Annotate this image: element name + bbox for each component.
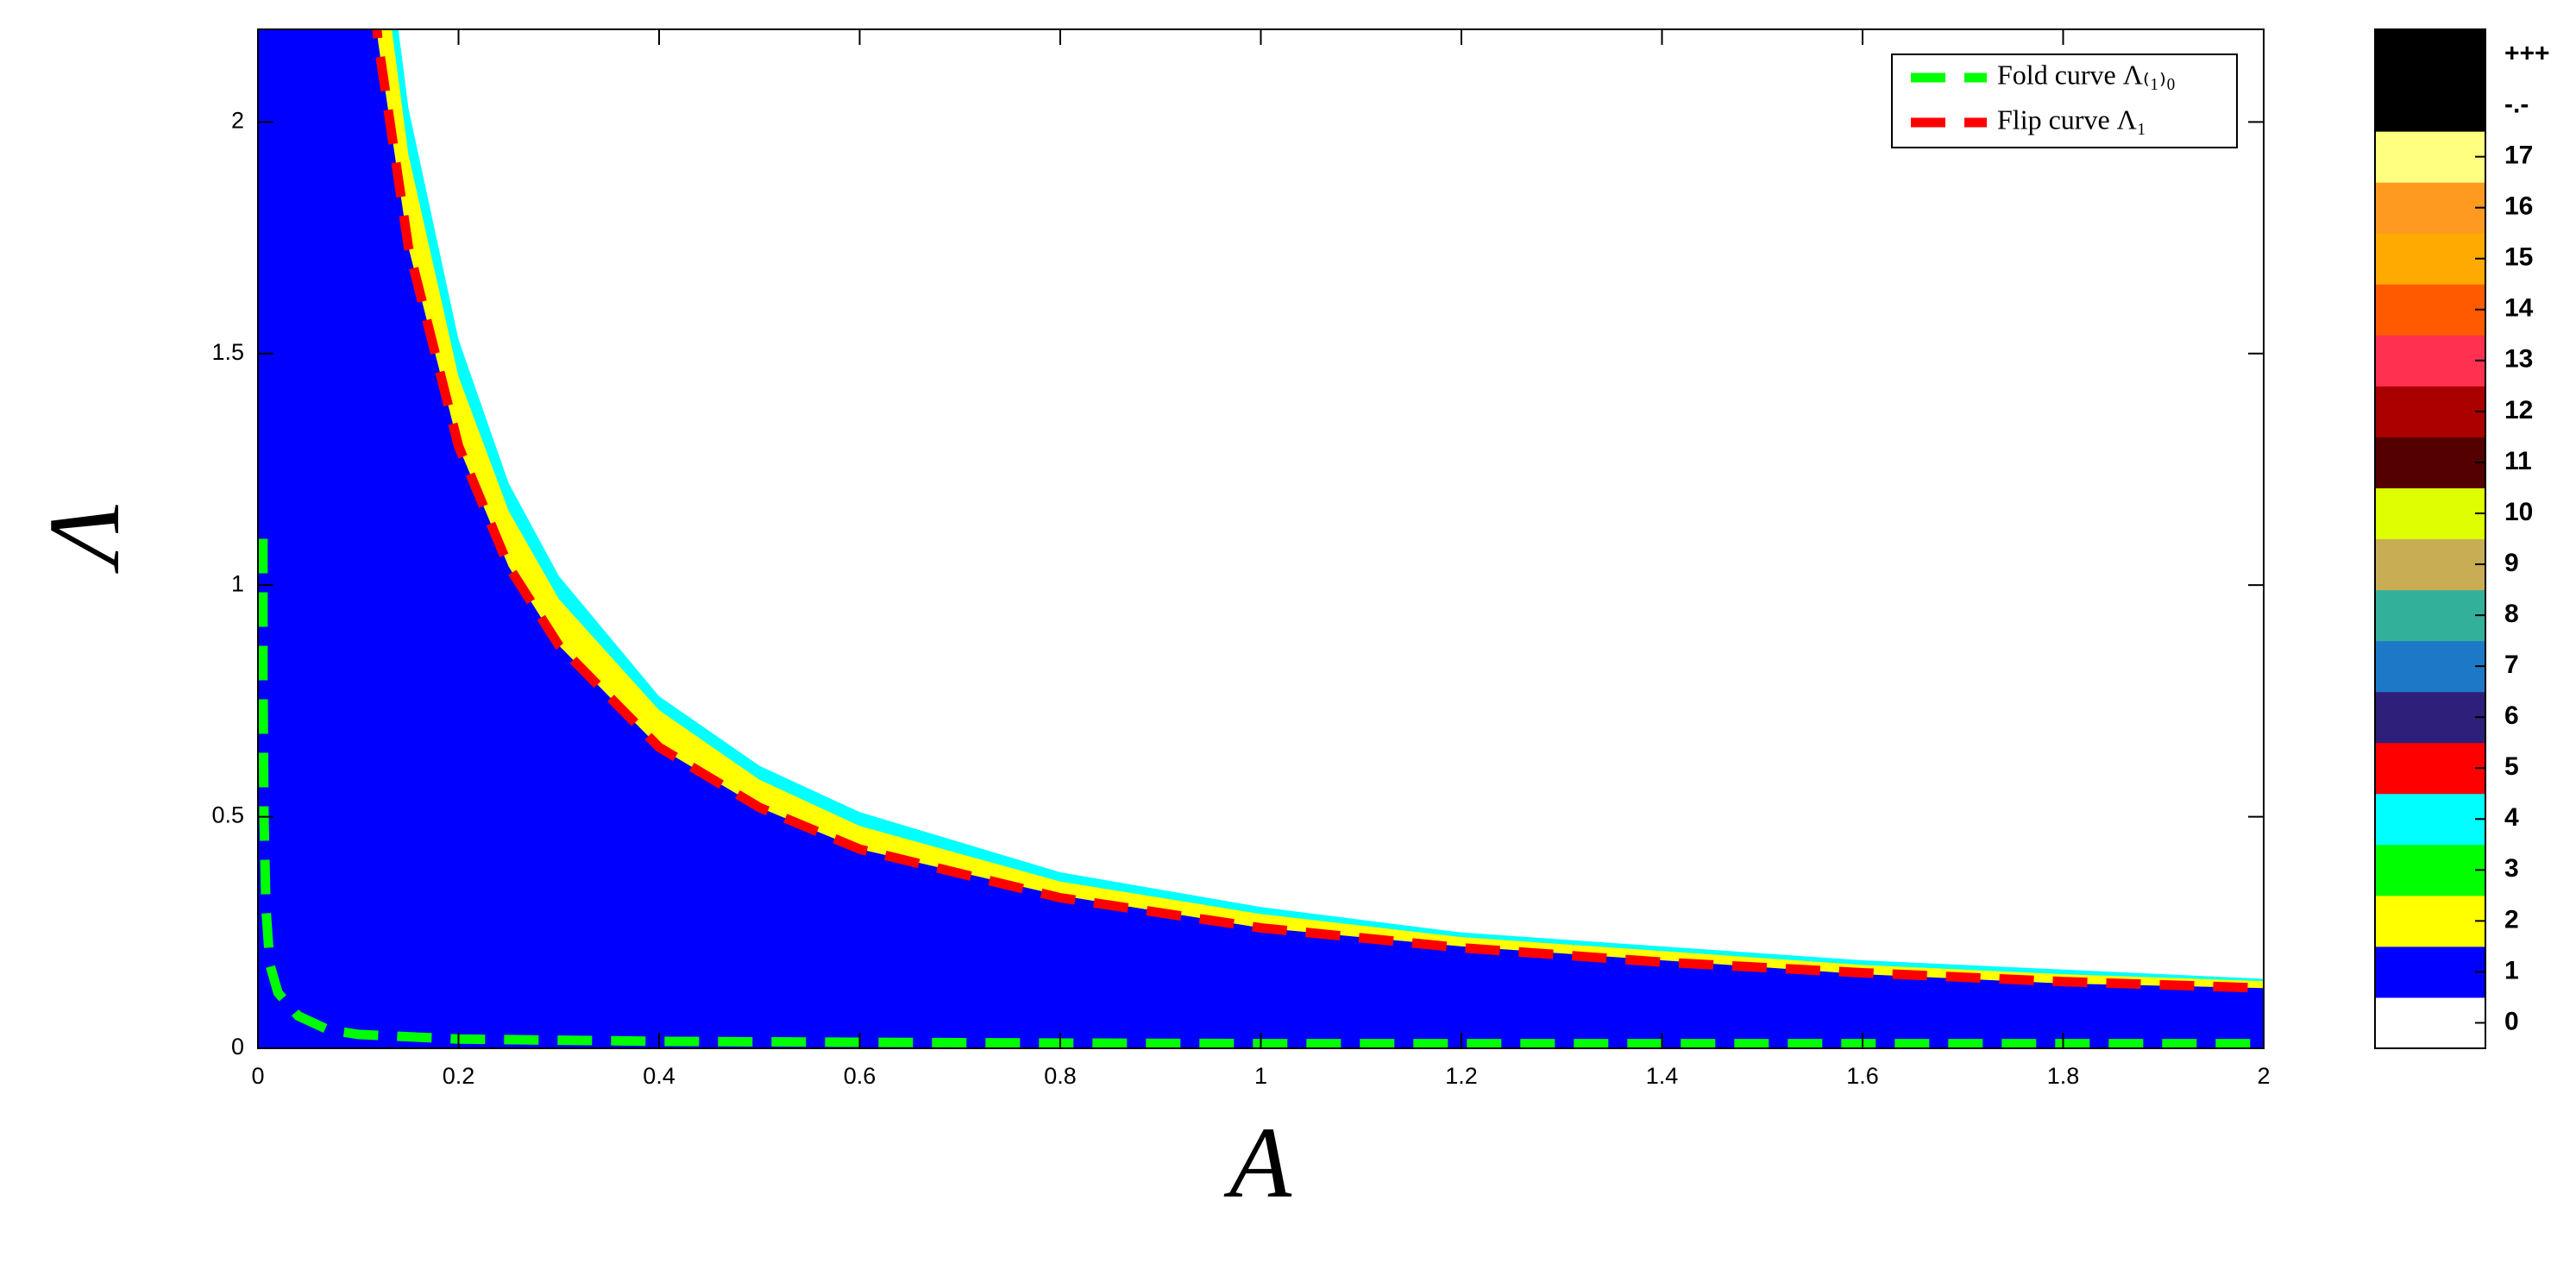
colorbar-label: 17 <box>2504 141 2533 170</box>
colorbar-cell <box>2375 997 2485 1049</box>
colorbar-cell <box>2375 487 2485 539</box>
colorbar-label: 10 <box>2504 498 2533 526</box>
colorbar-label: -.- <box>2504 90 2529 118</box>
colorbar-label: 12 <box>2504 396 2533 424</box>
colorbar-cell <box>2375 284 2485 336</box>
x-tick-label: 0.2 <box>443 1063 475 1089</box>
colorbar-cell <box>2375 80 2485 132</box>
y-tick-label: 0 <box>231 1034 244 1060</box>
region <box>258 29 2264 1048</box>
legend-label: Fold curve Λ₍₁₎₀ <box>1997 59 2176 90</box>
colorbar-cell <box>2375 437 2485 488</box>
colorbar-label: 3 <box>2504 854 2519 883</box>
colorbar-cell <box>2375 895 2485 947</box>
colorbar-cell <box>2375 640 2485 693</box>
colorbar-label: 1 <box>2504 956 2519 984</box>
colorbar-label: 13 <box>2504 345 2533 374</box>
x-tick-label: 2 <box>2257 1063 2270 1089</box>
legend-label: Flip curve Λ₁ <box>1997 104 2146 135</box>
colorbar-label: 7 <box>2504 651 2519 679</box>
colorbar-label: +++ <box>2504 39 2550 67</box>
colorbar-label: 5 <box>2504 752 2519 781</box>
colorbar-cell <box>2375 386 2485 437</box>
x-tick-label: 1.4 <box>1646 1063 1679 1089</box>
x-tick-label: 1.8 <box>2047 1063 2080 1089</box>
y-tick-label: 2 <box>231 107 244 133</box>
colorbar-cell <box>2375 182 2485 234</box>
x-tick-label: 1.6 <box>1846 1063 1879 1089</box>
colorbar-cell <box>2375 946 2485 998</box>
colorbar-label: 16 <box>2504 192 2533 221</box>
legend-box <box>1891 53 2238 148</box>
x-tick-label: 0.6 <box>844 1063 876 1089</box>
colorbar-label: 15 <box>2504 243 2533 272</box>
x-tick-label: 0.8 <box>1044 1063 1077 1089</box>
colorbar-cell <box>2375 742 2485 795</box>
colorbar-cell <box>2375 691 2485 744</box>
y-tick-label: 0.5 <box>211 802 244 828</box>
colorbar-label: 6 <box>2504 701 2519 730</box>
colorbar-label: 14 <box>2504 294 2534 323</box>
colorbar-cell <box>2375 233 2485 285</box>
colorbar-frame <box>2374 28 2486 1049</box>
curve <box>258 538 2264 1048</box>
x-tick-label: 0 <box>251 1063 264 1089</box>
colorbar-label: 4 <box>2504 803 2519 832</box>
plot-area <box>258 29 2264 1048</box>
colorbar-cell <box>2375 844 2485 896</box>
colorbar-label: 11 <box>2504 447 2532 475</box>
colorbar-cell <box>2375 589 2485 642</box>
y-tick-label: 1 <box>231 570 244 596</box>
y-tick-label: 1.5 <box>211 339 244 365</box>
colorbar-label: 8 <box>2504 600 2519 628</box>
x-tick-label: 1.2 <box>1445 1063 1478 1089</box>
y-axis-label: Λ <box>28 504 141 574</box>
region <box>258 29 2264 1048</box>
x-tick-label: 0.4 <box>643 1063 675 1089</box>
colorbar-label: 9 <box>2504 549 2519 577</box>
colorbar-label: 0 <box>2504 1007 2519 1035</box>
x-axis-label: A <box>1223 1106 1292 1219</box>
colorbar-cell <box>2375 538 2485 591</box>
curve <box>372 29 2264 993</box>
x-tick-label: 1 <box>1254 1063 1267 1089</box>
colorbar-cell <box>2375 131 2485 183</box>
colorbar-cell <box>2375 335 2485 387</box>
colorbar-cell <box>2375 29 2485 81</box>
colorbar-label: 2 <box>2504 905 2519 934</box>
colorbar-cell <box>2375 793 2485 846</box>
